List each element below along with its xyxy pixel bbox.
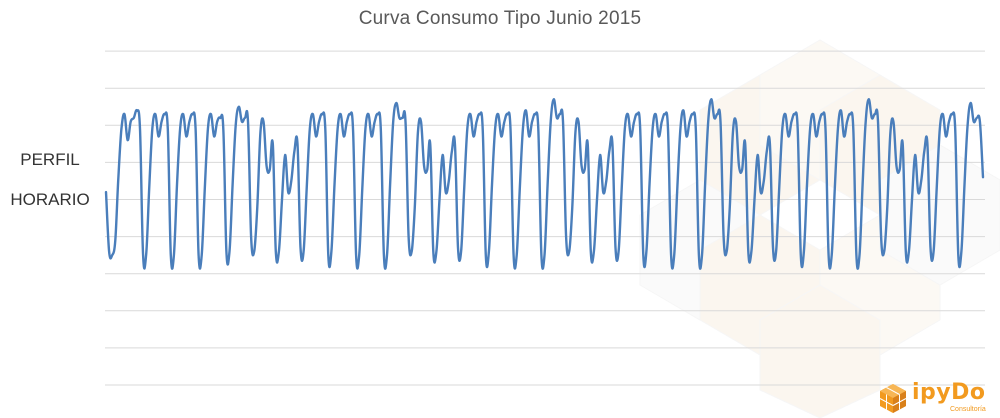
watermark-cubes bbox=[639, 39, 1000, 418]
series-line bbox=[104, 98, 985, 270]
logo-tagline: Consultoría bbox=[950, 406, 986, 413]
y-axis-label-line-1: PERFIL bbox=[20, 150, 80, 169]
chart-title: Curva Consumo Tipo Junio 2015 bbox=[358, 8, 642, 29]
ipydo-logo: ipyDo Consultoría bbox=[876, 380, 1000, 414]
cube-logo-icon bbox=[879, 384, 907, 413]
logo-wordmark: ipyDo bbox=[912, 380, 986, 405]
y-axis-label-line-2: HORARIO bbox=[10, 190, 90, 209]
